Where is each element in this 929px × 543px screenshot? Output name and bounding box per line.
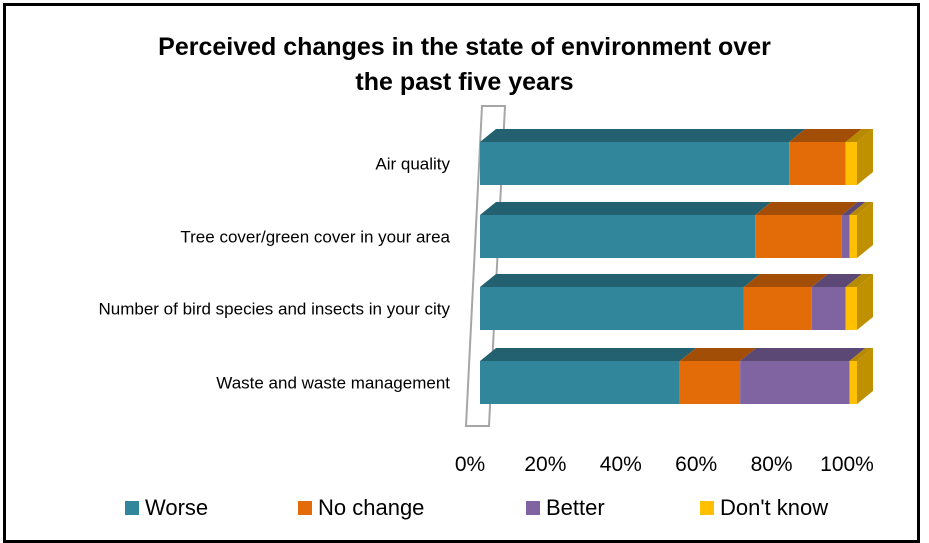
legend-item-no-change: No change [298,490,424,526]
x-tick-label: 60% [675,453,717,476]
bar-top-no-change [743,274,828,287]
chart-plot: Air quality Tree cover/green cover in you… [99,105,874,476]
chart-legend: Worse No change Better Don't know [0,490,929,526]
bar-top-no-change [789,129,862,142]
bar-segment-worse [480,142,790,185]
bar-top-no-change [755,202,858,215]
x-tick-label: 40% [600,453,642,476]
bar-top-don-t-know [845,129,873,142]
bar-top-don-t-know [849,202,873,215]
bar-top-worse [480,274,760,287]
bar-top-worse [480,202,772,215]
bar-segment-no-change [789,142,846,185]
chart-title: Perceived changes in the state of enviro… [0,30,929,100]
bar-top-no-change [679,348,757,361]
bar-top-worse [480,348,696,361]
bar-segment-no-change [755,215,842,258]
bar-segment-no-change [679,361,741,404]
bar-segment-worse [480,215,756,258]
bar-top-better [811,274,862,287]
bar-segment-worse [480,287,744,330]
x-tick-label: 100% [820,453,874,476]
legend-swatch [298,501,312,515]
bar-segment-don-t-know [845,287,857,330]
bar-segment-better [740,361,850,404]
legend-label: No change [318,495,425,520]
bar-top-worse [480,129,806,142]
x-tick-label: 80% [751,453,793,476]
legend-item-better: Better [526,490,605,526]
x-tick-label: 0% [455,453,485,476]
chart-frame [3,3,920,543]
bar-top-don-t-know [845,274,873,287]
legend-item-don-t-know: Don't know [700,490,828,526]
bar-segment-no-change [743,287,812,330]
bar-end-face [857,129,873,185]
chart-title-line-2: the past five years [355,68,574,96]
chart-title-line-1: Perceived changes in the state of enviro… [158,33,771,61]
bar-segment-don-t-know [845,142,857,185]
category-label: Waste and waste management [216,374,450,393]
bar-top-better [740,348,866,361]
bar-segment-better [841,215,850,258]
category-label: Number of bird species and insects in yo… [99,300,451,319]
category-label: Air quality [375,155,450,174]
bar-segment-worse [480,361,680,404]
legend-label: Don't know [720,495,829,520]
chart-side-wall [464,105,507,427]
bar-end-face [857,348,873,404]
legend-swatch [526,501,540,515]
legend-label: Better [546,495,605,520]
bar-end-face [857,274,873,330]
category-label: Tree cover/green cover in your area [180,228,450,247]
bar-segment-don-t-know [849,361,857,404]
bar-segment-don-t-know [849,215,857,258]
legend-swatch [125,501,139,515]
bar-top-don-t-know [849,348,873,361]
x-tick-label: 20% [524,453,566,476]
legend-item-worse: Worse [125,490,208,526]
legend-label: Worse [145,495,209,520]
bar-top-better [841,202,866,215]
bar-segment-better [811,287,846,330]
legend-swatch [700,501,714,515]
bar-end-face [857,202,873,258]
